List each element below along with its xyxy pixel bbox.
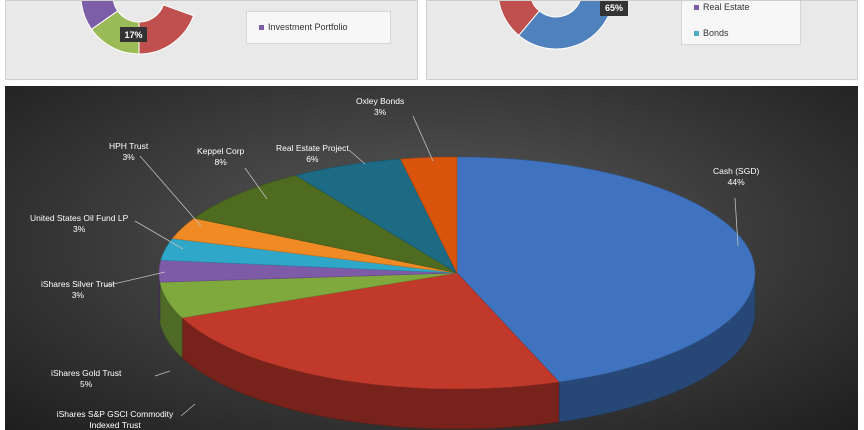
leader-line [412, 115, 434, 162]
main-pie-chart-panel: Cash (SGD) 44% iShares S&P GSCI Commodit… [5, 86, 858, 430]
slice-label-name: iShares Silver Trust [41, 279, 115, 289]
slice-label-keppel: Keppel Corp 8% [197, 146, 244, 168]
donut-segment [80, 1, 119, 30]
slice-label-value: 3% [71, 290, 84, 300]
pie-slice [400, 156, 458, 274]
leader-line [348, 149, 366, 165]
leader-line [154, 370, 171, 377]
slice-label-value: 8% [214, 157, 227, 167]
pie-slice [193, 175, 458, 274]
top-left-donut: 17% [80, 1, 195, 55]
slice-label-real-estate: Real Estate Project 6% [276, 143, 349, 165]
leader-line [134, 220, 184, 250]
legend-label: Investment Portfolio [268, 22, 348, 32]
legend-label: Bonds [703, 28, 729, 38]
slice-label-cash: Cash (SGD) 44% [713, 166, 759, 188]
portfolio-pie-chart [104, 115, 756, 430]
leader-line [734, 197, 739, 247]
top-right-percent-label: 65% [605, 3, 623, 13]
slice-label-gsci: iShares S&P GSCI Commodity Indexed Trust [50, 409, 180, 430]
slice-label-value: 3% [72, 224, 86, 234]
legend-label: Real Estate [703, 2, 750, 12]
slice-label-oxley: Oxley Bonds 3% [356, 96, 404, 118]
leader-line [244, 167, 268, 200]
pie-slice [456, 156, 756, 383]
pie-slice [181, 272, 560, 390]
slice-label-hph: HPH Trust 3% [109, 141, 148, 163]
slice-label-name: iShares S&P GSCI Commodity Indexed Trust [56, 409, 174, 430]
slice-label-value: 6% [306, 154, 319, 164]
slice-label-name: Real Estate Project [276, 143, 349, 153]
slice-label-name: United States Oil Fund LP [30, 213, 129, 223]
top-right-donut: 65% [498, 1, 628, 50]
legend-swatch-icon [259, 25, 264, 31]
leader-line [180, 403, 196, 417]
legend-swatch-icon [694, 31, 699, 37]
top-left-legend: Investment Portfolio [246, 11, 391, 44]
slice-label-value: 3% [122, 152, 135, 162]
leader-line [104, 271, 166, 287]
top-left-chart-panel: 17% Investment Portfolio [5, 0, 418, 80]
leader-line [139, 155, 202, 227]
slice-label-name: Oxley Bonds [356, 96, 405, 106]
slice-label-gold: iShares Gold Trust 5% [51, 368, 121, 390]
donut-segment [138, 4, 195, 55]
slice-label-value: 44% [727, 177, 745, 187]
slice-label-value: 5% [80, 379, 93, 389]
slice-label-name: Keppel Corp [197, 146, 245, 156]
slice-label-silver: iShares Silver Trust 3% [41, 279, 115, 301]
slice-label-oil: United States Oil Fund LP 3% [30, 213, 128, 235]
slice-label-name: Cash (SGD) [713, 166, 760, 176]
donut-segment [498, 1, 540, 37]
top-left-percent-label: 17% [124, 30, 142, 40]
legend-item: Bonds [694, 28, 729, 38]
legend-item: Investment Portfolio [259, 22, 348, 32]
top-right-legend: Real Estate Bonds [681, 1, 801, 45]
donut-segment [518, 1, 614, 50]
legend-swatch-icon [694, 5, 699, 11]
top-left-percent-box [120, 27, 147, 42]
top-right-chart-panel: 65% Real Estate Bonds [426, 0, 858, 80]
slice-label-value: 3% [373, 107, 387, 117]
slice-label-name: iShares Gold Trust [51, 368, 122, 378]
top-right-percent-box [600, 1, 628, 16]
legend-item: Real Estate [694, 2, 750, 12]
slice-label-name: HPH Trust [109, 141, 149, 151]
